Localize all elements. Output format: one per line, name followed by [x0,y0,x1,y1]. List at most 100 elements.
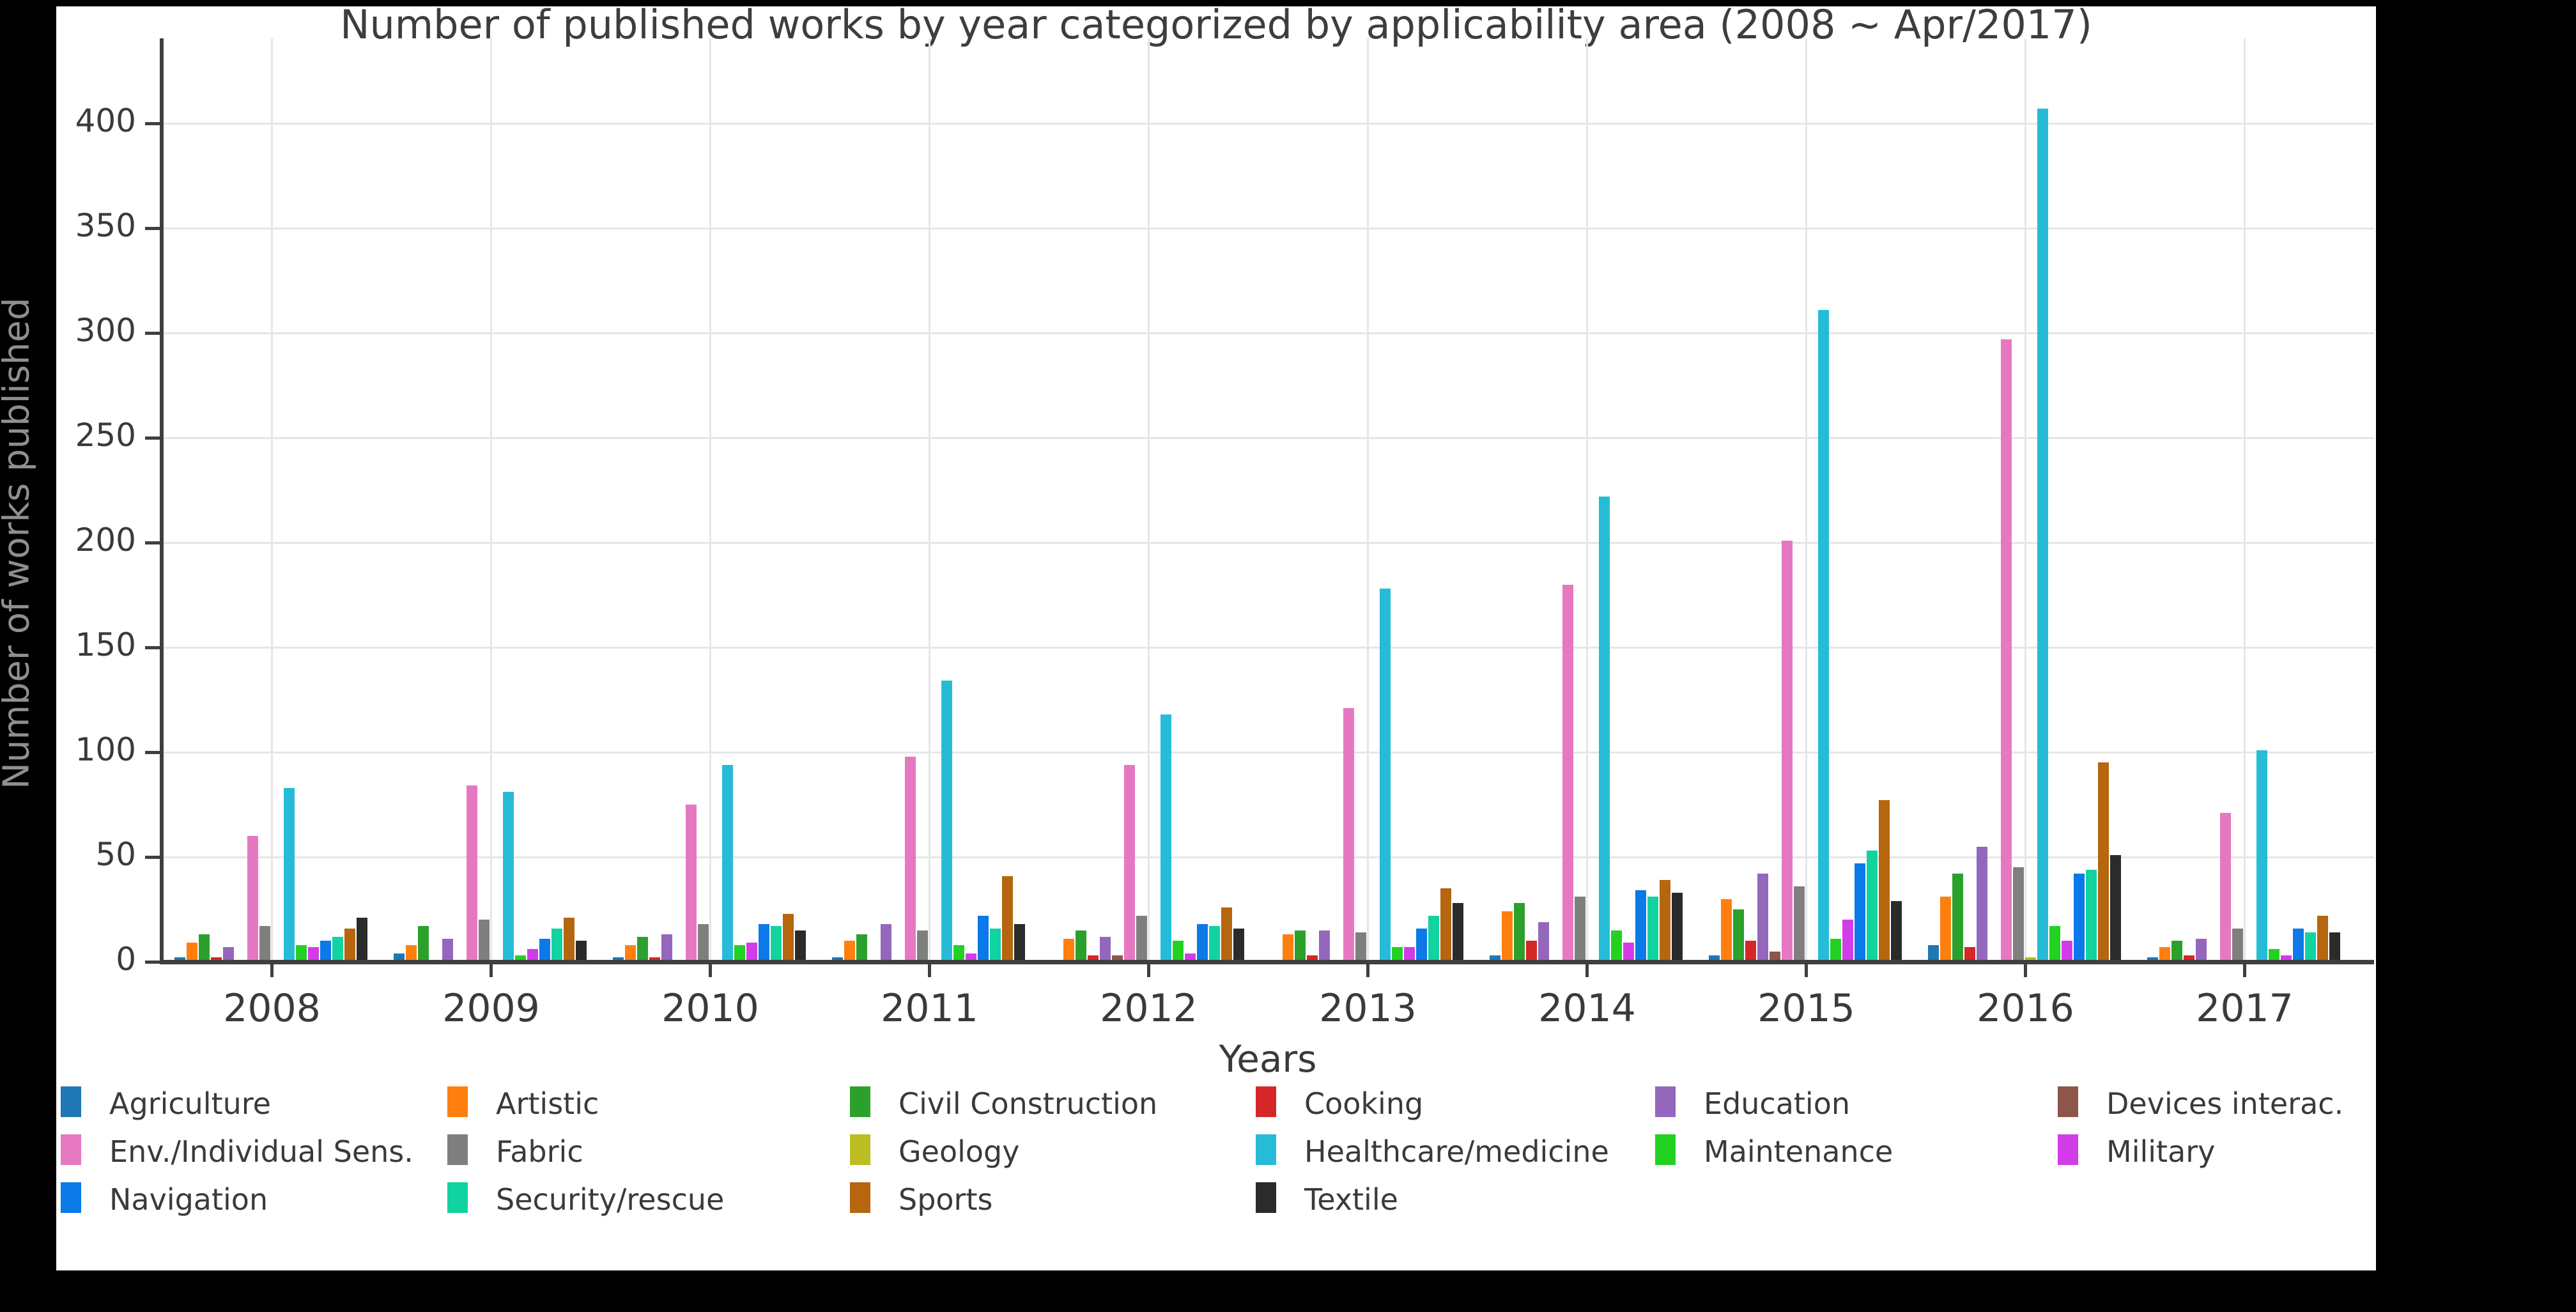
bar-security-rescue [551,929,562,962]
vertical-gridline [490,38,492,962]
bar-maintenance [1611,930,1622,962]
legend-label-education: Education [1704,1086,1851,1121]
bar-agriculture [1709,955,1720,962]
bar-artistic [2159,947,2170,962]
bar-artistic [625,945,636,962]
y-tick-mark [145,541,162,544]
bar-artistic [1940,897,1951,962]
vertical-gridline [271,38,273,962]
bar-sports [783,914,794,962]
legend-label-healthcare-medicine: Healthcare/medicine [1304,1134,1609,1169]
bar-sports [1002,876,1013,962]
bar-maintenance [953,945,964,962]
bar-textile [2110,855,2121,962]
bar-healthcare-medicine [1599,497,1610,962]
bar-textile [1453,903,1463,962]
bar-artistic [187,943,197,962]
horizontal-gridline [162,228,2374,229]
bar-navigation [1197,924,1208,962]
bar-military [1623,943,1634,962]
bar-agriculture [2147,957,2158,962]
x-tick-label: 2016 [1977,986,2074,1031]
bar-healthcare-medicine [1161,714,1171,962]
x-tick-mark [1366,962,1369,977]
vertical-gridline [929,38,930,962]
x-tick-mark [490,962,493,977]
x-tick-label: 2011 [881,986,978,1031]
vertical-gridline [2244,38,2246,962]
legend-swatch-agriculture [61,1086,81,1117]
x-tick-mark [1805,962,1808,977]
bar-civil-construction [1295,930,1306,962]
x-tick-mark [2243,962,2246,977]
bar-security-rescue [1209,926,1220,962]
legend-swatch-maintenance [1655,1134,1676,1165]
legend-item-maintenance: Maintenance [1655,1134,2013,1173]
bar-cooking [649,957,660,962]
legend-swatch-education [1655,1086,1676,1117]
bar-maintenance [2269,949,2279,962]
vertical-gridline [1586,38,1588,962]
bar-civil-construction [418,926,429,962]
bar-education [2196,939,2207,962]
bar-civil-construction [1952,874,1963,962]
bar-cooking [1964,947,1975,962]
bar-military [746,943,757,962]
bar-navigation [1635,890,1646,962]
x-tick-label: 2017 [2196,986,2294,1031]
bar-security-rescue [1647,897,1658,962]
bar-security-rescue [332,937,343,962]
x-axis-line [160,960,2374,964]
bar-education [223,947,234,962]
bar-healthcare-medicine [2037,109,2048,962]
bar-fabric [917,930,928,962]
bar-env-individual-sens [1782,541,1793,962]
y-tick-label: 150 [75,626,136,663]
bar-military [308,947,319,962]
bar-healthcare-medicine [284,788,295,962]
legend-label-devices-interac: Devices interac. [2106,1086,2344,1121]
y-tick-label: 400 [75,102,136,139]
bar-security-rescue [771,926,782,962]
bar-military [1185,953,1196,962]
bar-env-individual-sens [467,785,477,962]
bar-civil-construction [199,934,210,962]
vertical-gridline [1367,38,1369,962]
bar-fabric [698,924,709,962]
legend-swatch-artistic [447,1086,468,1117]
bar-cooking [2184,955,2194,962]
bar-env-individual-sens [1124,765,1135,962]
bar-fabric [2013,867,2024,962]
legend-swatch-civil-construction [850,1086,870,1117]
bar-env-individual-sens [1562,585,1573,962]
horizontal-gridline [162,123,2374,125]
y-tick-label: 300 [75,312,136,349]
bar-military [2062,941,2072,962]
y-tick-mark [145,227,162,230]
bar-healthcare-medicine [1380,589,1391,962]
legend-item-sports: Sports [850,1182,1208,1221]
horizontal-gridline [162,647,2374,649]
x-tick-mark [1585,962,1589,977]
legend-item-devices-interac: Devices interac. [2058,1086,2416,1125]
bar-navigation [2293,929,2304,962]
bar-military [1842,920,1853,962]
bar-maintenance [296,945,307,962]
legend-item-healthcare-medicine: Healthcare/medicine [1256,1134,1614,1173]
bar-security-rescue [2086,870,2097,962]
bar-fabric [1355,932,1366,962]
x-tick-mark [270,962,274,977]
legend-label-env-individual-sens: Env./Individual Sens. [109,1134,413,1169]
bar-devices-interac [1112,955,1123,962]
bar-fabric [479,920,490,962]
legend-label-maintenance: Maintenance [1704,1134,1893,1169]
bar-navigation [1416,929,1427,962]
legend-swatch-navigation [61,1182,81,1213]
bar-artistic [1502,911,1513,962]
x-tick-label: 2012 [1100,986,1198,1031]
legend-label-fabric: Fabric [496,1134,583,1169]
chart-panel: Number of published works by year catego… [56,6,2376,1270]
bar-textile [357,918,367,962]
bar-fabric [2232,929,2243,962]
